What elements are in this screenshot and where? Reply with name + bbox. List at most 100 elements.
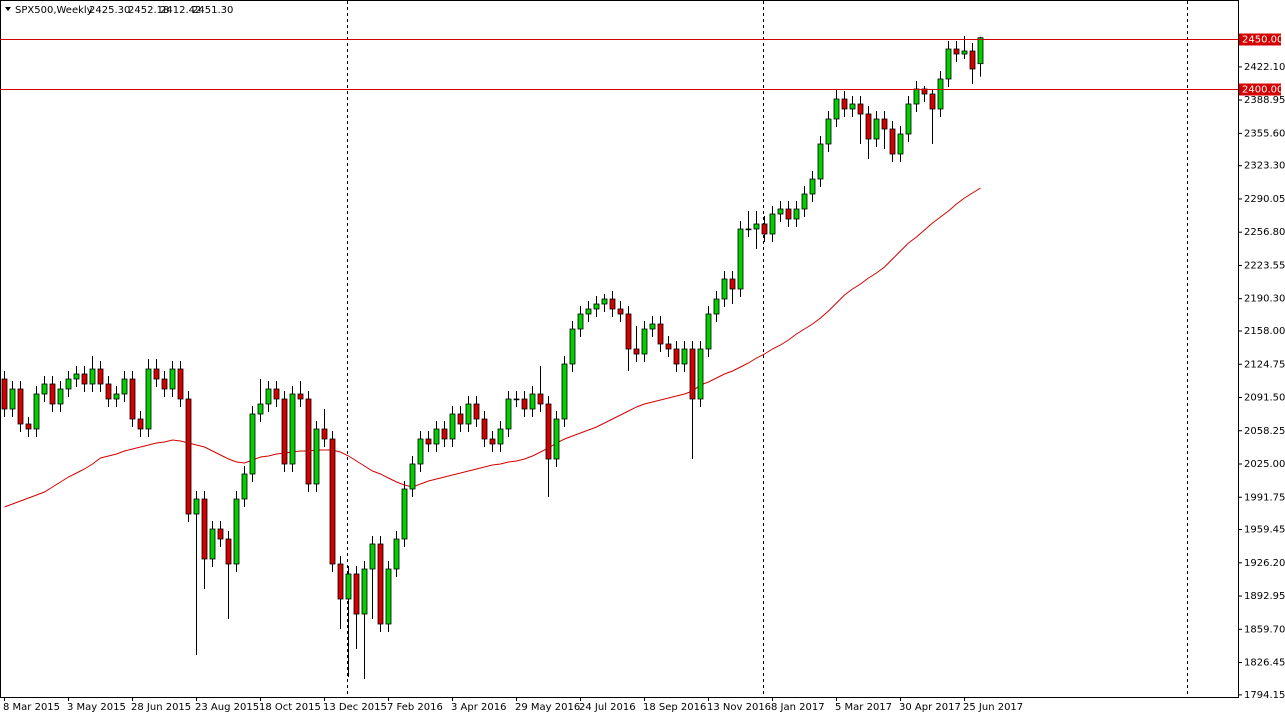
candle-body (41, 383, 48, 395)
x-tick-label: 13 Dec 2015 (323, 702, 387, 713)
candle-body (481, 418, 488, 440)
candle-body (465, 403, 472, 425)
candle-body (281, 398, 288, 465)
candle-body (337, 563, 344, 600)
candle-body (801, 193, 808, 210)
x-tick-label: 29 May 2016 (515, 702, 580, 713)
candle-body (33, 393, 40, 430)
candle-body (225, 538, 232, 565)
candle-body (753, 223, 760, 230)
candle-body (25, 423, 32, 430)
candle-body (945, 48, 952, 80)
price-label: 2450.00 (1242, 35, 1283, 46)
candle-body (329, 438, 336, 565)
candle-body (217, 528, 224, 540)
candle-body (881, 118, 888, 130)
candle-body (185, 398, 192, 515)
x-tick-label: 8 Jan 2017 (771, 702, 825, 713)
candle-body (537, 393, 544, 405)
candle-body (289, 393, 296, 465)
candle-body (913, 88, 920, 105)
candle-body (361, 568, 368, 615)
candle-body (449, 413, 456, 440)
candle-body (585, 308, 592, 315)
y-tick-label: 2422.10 (1244, 62, 1285, 73)
candle-body (977, 37, 984, 65)
candle-body (689, 348, 696, 400)
candle-body (137, 418, 144, 430)
x-tick-label: 3 May 2015 (67, 702, 126, 713)
candle-body (793, 208, 800, 220)
candle-body (97, 368, 104, 385)
y-tick-label: 1826.45 (1244, 658, 1285, 669)
x-tick-label: 18 Sep 2016 (643, 702, 706, 713)
candle-body (241, 473, 248, 500)
candle-body (769, 213, 776, 235)
x-tick-label: 13 Nov 2016 (707, 702, 771, 713)
y-tick-label: 1859.70 (1244, 624, 1285, 635)
candle-body (961, 50, 968, 55)
candle-body (697, 348, 704, 400)
candle-body (617, 308, 624, 315)
candle-body (369, 543, 376, 570)
candle-body (705, 313, 712, 350)
candle-body (721, 278, 728, 300)
high-text: 2452.18 (128, 5, 169, 16)
candle-body (593, 303, 600, 310)
candle-body (153, 368, 160, 380)
candle-body (601, 298, 608, 305)
candle-body (657, 323, 664, 345)
candle-body (321, 428, 328, 440)
y-tick-label: 1959.45 (1244, 525, 1285, 536)
y-tick-label: 1991.75 (1244, 492, 1285, 503)
candle-body (57, 388, 64, 405)
y-tick-label: 1794.15 (1244, 690, 1285, 701)
candle-body (385, 568, 392, 625)
candle-body (17, 388, 24, 425)
price-label-bg (1239, 83, 1281, 96)
candle-body (897, 133, 904, 155)
candle-body (529, 393, 536, 410)
y-tick-label: 2190.30 (1244, 294, 1285, 305)
open-text: 2425.30 (89, 5, 130, 16)
candle-body (417, 438, 424, 465)
y-tick-label: 1892.95 (1244, 591, 1285, 602)
candle-body (161, 378, 168, 390)
candle-body (9, 388, 16, 410)
candle-body (817, 143, 824, 180)
candle-body (81, 373, 88, 385)
x-tick-label: 18 Oct 2015 (259, 702, 321, 713)
candle-body (953, 48, 960, 55)
candle-body (233, 498, 240, 565)
candle-body (745, 228, 752, 231)
candle-body (641, 328, 648, 355)
x-tick-label: 24 Jul 2016 (579, 702, 636, 713)
y-tick-label: 2290.05 (1244, 194, 1285, 205)
candle-body (457, 413, 464, 425)
header-icon (5, 7, 11, 11)
candle-body (905, 103, 912, 135)
candle-body (737, 228, 744, 290)
candle-body (633, 348, 640, 355)
candle-body (889, 128, 896, 155)
candle-body (609, 298, 616, 310)
y-tick-label: 2025.00 (1244, 459, 1285, 470)
candle-body (937, 78, 944, 110)
y-tick-label: 2158.00 (1244, 326, 1285, 337)
candle-body (193, 498, 200, 515)
x-tick-label: 25 Jun 2017 (963, 702, 1023, 713)
candle-body (545, 403, 552, 460)
y-tick-label: 2091.50 (1244, 393, 1285, 404)
price-label-bg (1239, 33, 1281, 46)
candle-body (49, 383, 56, 405)
candle-body (553, 418, 560, 460)
candle-body (577, 313, 584, 330)
candle-body (497, 428, 504, 445)
candle-body (625, 313, 632, 350)
candle-body (89, 368, 96, 385)
x-tick-label: 23 Aug 2015 (195, 702, 259, 713)
candle-body (489, 438, 496, 445)
y-tick-label: 2124.75 (1244, 359, 1285, 370)
symbol: SPX500,Weekly (15, 5, 93, 16)
